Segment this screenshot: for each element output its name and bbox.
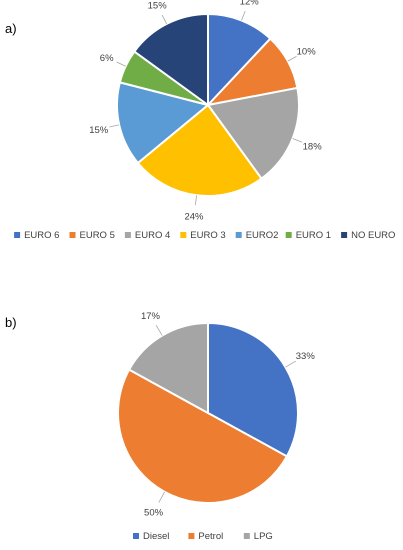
pie-slice-lpg: [127, 321, 209, 415]
legend-label: EURO 1: [296, 230, 331, 241]
data-label: 17%: [141, 311, 161, 322]
leader-line: [161, 14, 168, 25]
panel-label-b: b): [5, 315, 17, 330]
pie-chart-a: 12% 10% 18% 24% 15% 6% 15% EURO 6 EURO 5 EURO 4 EU…: [14, 0, 395, 241]
leader-line: [109, 124, 120, 128]
leader-line: [287, 55, 297, 62]
pie-slice-euro2: [116, 81, 211, 165]
legend-label: Diesel: [143, 531, 169, 542]
data-label: 18%: [303, 142, 323, 153]
legend-label: LPG: [254, 531, 273, 542]
leader-line: [292, 138, 303, 143]
leader-line: [158, 491, 165, 503]
panel-label-a: a): [5, 21, 17, 36]
legend-swatch: [243, 533, 250, 539]
legend-label: NO EURO: [351, 230, 395, 241]
data-label: 10%: [297, 47, 317, 58]
legend-swatch: [124, 232, 131, 238]
data-label: 50%: [144, 508, 164, 519]
data-label: 24%: [184, 212, 204, 223]
legend-label: EURO 4: [135, 230, 170, 241]
legend-swatch: [133, 533, 139, 539]
data-label: 12%: [240, 0, 260, 7]
legend-swatch: [285, 232, 292, 238]
data-label: 15%: [148, 1, 168, 12]
data-label: 6%: [100, 53, 114, 64]
pie-slice-euro-4: [206, 86, 300, 181]
legend-swatch: [188, 533, 195, 539]
legend-label: Petrol: [198, 531, 223, 542]
pie-chart-b: 33% 50% 17% Diesel Petrol LPG: [117, 311, 316, 542]
legend-swatch: [180, 232, 187, 238]
legend-swatch: [69, 232, 76, 238]
leader-line: [285, 360, 296, 368]
pie-slice-no-euro: [132, 12, 209, 107]
pie-slice-euro-6: [207, 12, 272, 108]
leader-line: [155, 325, 163, 336]
legend-label: EURO 5: [80, 230, 115, 241]
legend-swatch: [235, 232, 242, 238]
legend-label: EURO 3: [190, 230, 225, 241]
leader-line: [194, 195, 197, 206]
data-label: 33%: [296, 351, 316, 362]
legend-label: EURO2: [246, 230, 279, 241]
leader-line: [241, 10, 246, 21]
legend-label: EURO 6: [24, 230, 59, 241]
legend-swatch: [341, 232, 348, 238]
legend-swatch: [14, 232, 21, 238]
leader-line: [116, 61, 126, 67]
data-label: 15%: [89, 125, 109, 136]
